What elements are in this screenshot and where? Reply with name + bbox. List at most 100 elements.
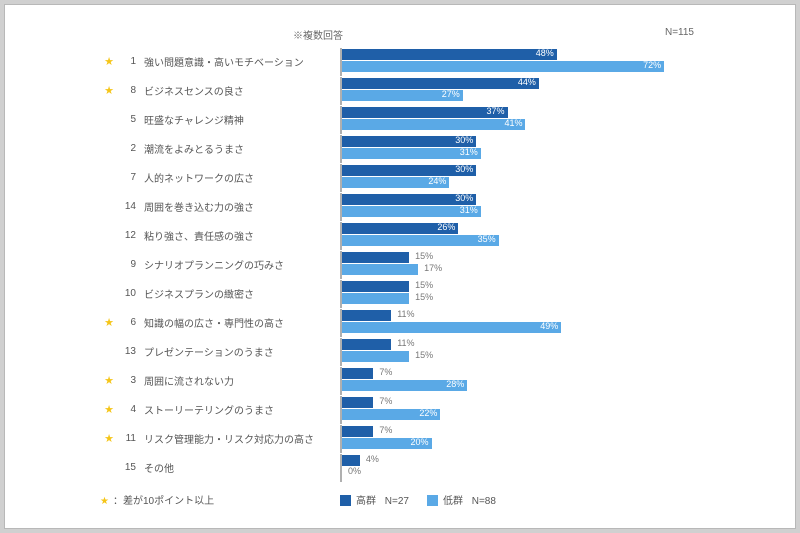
bar-low: 22% (342, 409, 440, 420)
row-label: プレゼンテーションのうまさ (144, 344, 340, 359)
bar-value: 72% (643, 60, 661, 70)
bar-high: 11% (342, 339, 391, 350)
chart-row: ★3周囲に流されない力7%28% (100, 367, 700, 395)
star-icon: ★ (100, 374, 118, 387)
bars-col: 7% 20% (340, 425, 700, 453)
bar-value: 15% (411, 251, 433, 261)
row-label: 周囲に流されない力 (144, 373, 340, 388)
chart-row: 2潮流をよみとるうまさ 30% 31% (100, 135, 700, 163)
bar-low: 24% (342, 177, 449, 188)
rank-label: 11 (118, 433, 144, 444)
bars-col: 7% 28% (340, 367, 700, 395)
legend-high-label: 高群 (356, 496, 376, 507)
row-label: リスク管理能力・リスク対応力の高さ (144, 431, 340, 446)
chart-row: 15その他4%0% (100, 454, 700, 482)
bar-value: 11% (393, 338, 414, 348)
bar-value: 15% (411, 280, 433, 290)
bar-low: 15% (342, 351, 409, 362)
rank-label: 3 (118, 375, 144, 386)
bar-value: 26% (437, 222, 455, 232)
bar-value: 49% (540, 321, 558, 331)
chart-row: ★4ストーリーテリングのうまさ7%22% (100, 396, 700, 424)
rank-label: 8 (118, 85, 144, 96)
row-label: 潮流をよみとるうまさ (144, 141, 340, 156)
rank-label: 7 (118, 172, 144, 183)
star-icon: ★ (100, 496, 109, 507)
chart-row: 14周囲を巻き込む力の強さ30%31% (100, 193, 700, 221)
row-label: シナリオプランニングの巧みさ (144, 257, 340, 272)
row-label: 知識の幅の広さ・専門性の高さ (144, 315, 340, 330)
bars-col: 11%15% (340, 338, 700, 366)
rank-label: 13 (118, 346, 144, 357)
rank-label: 2 (118, 143, 144, 154)
header-note: ※複数回答 (100, 27, 353, 42)
bar-value: 20% (410, 437, 428, 447)
star-icon: ★ (100, 84, 118, 97)
n-total: N=115 (353, 27, 700, 42)
bar-low: 31% (342, 148, 481, 159)
bar-value: 41% (504, 118, 522, 128)
bar-value: 30% (455, 135, 473, 145)
row-label: ストーリーテリングのうまさ (144, 402, 340, 417)
bar-high: 7% (342, 426, 373, 437)
legend-low-label: 低群 (443, 496, 463, 507)
bar-value: 7% (375, 425, 392, 435)
bar-high: 7% (342, 368, 373, 379)
bars-col: 44% 27% (340, 77, 700, 105)
chart-row: ★6知識の幅の広さ・専門性の高さ11%49% (100, 309, 700, 337)
chart-row: 13プレゼンテーションのうまさ11%15% (100, 338, 700, 366)
bar-value: 48% (536, 48, 554, 58)
star-icon: ★ (100, 403, 118, 416)
bar-value: 30% (455, 164, 473, 174)
bar-high: 30% (342, 194, 476, 205)
bars-col: 37%41% (340, 106, 700, 134)
row-label: 粘り強さ、責任感の強さ (144, 228, 340, 243)
bar-low: 27% (342, 90, 463, 101)
chart-row: ★11リスク管理能力・リスク対応力の高さ7%20% (100, 425, 700, 453)
rank-label: 1 (118, 56, 144, 67)
bar-value: 0% (344, 466, 361, 476)
bar-value: 15% (411, 292, 433, 302)
bar-value: 27% (442, 89, 460, 99)
bar-low: 49% (342, 322, 561, 333)
row-label: 人的ネットワークの広さ (144, 170, 340, 185)
bar-value: 4% (362, 454, 379, 464)
bar-high: 37% (342, 107, 508, 118)
chart-header: ※複数回答 N=115 (100, 27, 700, 42)
bar-value: 35% (478, 234, 496, 244)
rank-label: 4 (118, 404, 144, 415)
row-label: その他 (144, 460, 340, 475)
bars-col: 48% 72% (340, 48, 700, 76)
chart-area: ※複数回答 N=115 ★1強い問題意識・高いモチベーション48%72%★8ビジ… (100, 27, 700, 507)
bar-high: 44% (342, 78, 539, 89)
chart-row: 5旺盛なチャレンジ精神37%41% (100, 106, 700, 134)
bar-high: 15% (342, 252, 409, 263)
bar-value: 7% (375, 367, 392, 377)
star-icon: ★ (100, 316, 118, 329)
chart-rows: ★1強い問題意識・高いモチベーション48%72%★8ビジネスセンスの良さ44%2… (100, 48, 700, 482)
bars-col: 30%31% (340, 193, 700, 221)
row-label: 周囲を巻き込む力の強さ (144, 199, 340, 214)
bars-col: 15% 17% (340, 251, 700, 279)
rank-label: 9 (118, 259, 144, 270)
legend-items: 高群 N=27 低群 N=88 (340, 492, 496, 507)
bar-value: 28% (446, 379, 464, 389)
bar-value: 31% (460, 147, 478, 157)
bar-value: 11% (393, 309, 414, 319)
bar-low: 31% (342, 206, 481, 217)
row-label: ビジネスプランの緻密さ (144, 286, 340, 301)
row-label: 旺盛なチャレンジ精神 (144, 112, 340, 127)
legend-low-n: N=88 (472, 496, 496, 507)
bar-high: 48% (342, 49, 557, 60)
bar-value: 22% (419, 408, 437, 418)
chart-row: 9シナリオプランニングの巧みさ15%17% (100, 251, 700, 279)
bar-high: 15% (342, 281, 409, 292)
rank-label: 14 (118, 201, 144, 212)
bar-high: 4% (342, 455, 360, 466)
bar-value: 17% (420, 263, 442, 273)
bar-value: 44% (518, 77, 536, 87)
bars-col: 26% 35% (340, 222, 700, 250)
legend-high-n: N=27 (385, 496, 409, 507)
legend-high: 高群 N=27 (340, 492, 409, 507)
rank-label: 15 (118, 462, 144, 473)
